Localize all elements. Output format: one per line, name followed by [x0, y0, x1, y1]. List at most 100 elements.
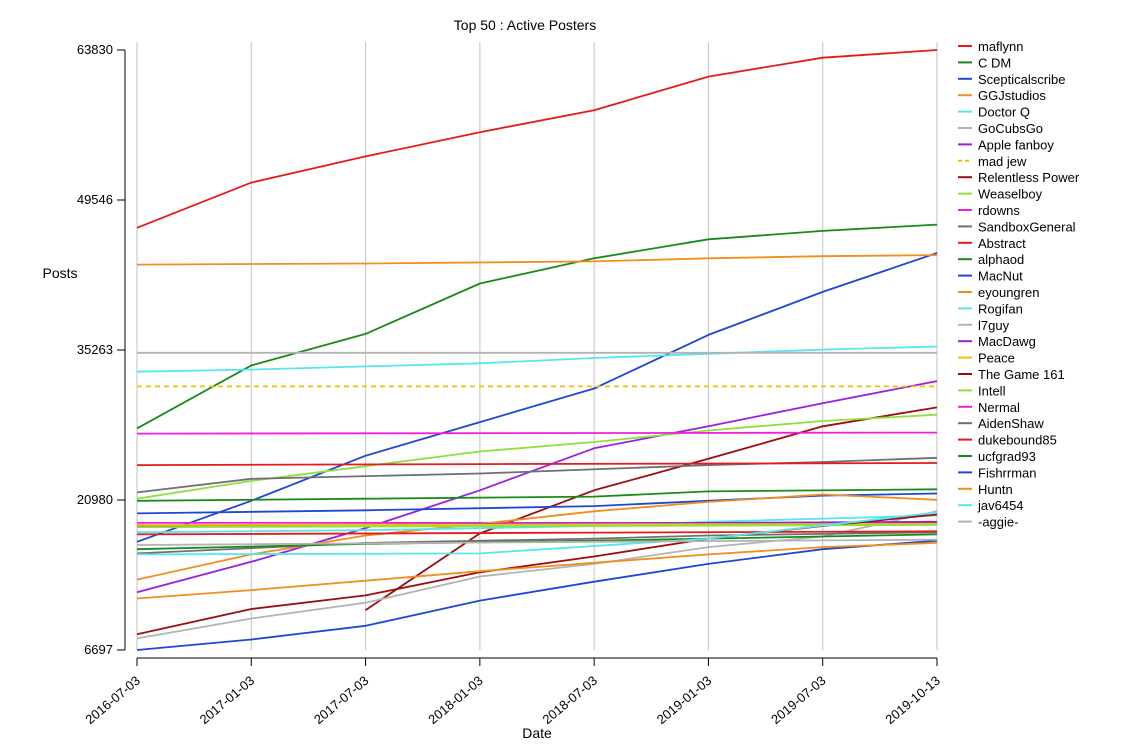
- legend-label: Intell: [978, 383, 1006, 398]
- series-line: [136, 533, 938, 551]
- series-line: [136, 462, 938, 467]
- chart-title: Top 50 : Active Posters: [454, 17, 596, 33]
- series-line: [136, 493, 938, 581]
- legend-item: ucfgrad93: [958, 449, 1036, 464]
- legend-item: GGJstudios: [958, 88, 1046, 103]
- legend-item: Huntn: [958, 482, 1013, 497]
- series-line: [136, 254, 938, 266]
- legend-label: mad jew: [978, 154, 1027, 169]
- legend-label: maflynn: [978, 39, 1024, 54]
- x-tick-label: 2019-10-13: [882, 673, 943, 727]
- legend-label: dukebound85: [978, 433, 1057, 448]
- x-tick-label: 2019-01-03: [654, 673, 715, 727]
- legend-item: MacDawg: [958, 334, 1036, 349]
- legend-item: mad jew: [958, 154, 1027, 169]
- legend-item: Peace: [958, 351, 1015, 366]
- legend-label: MacNut: [978, 269, 1023, 284]
- legend-label: rdowns: [978, 203, 1020, 218]
- legend-item: dukebound85: [958, 433, 1057, 448]
- x-tick-label: 2018-01-03: [425, 673, 486, 727]
- series-line: [136, 431, 938, 435]
- series-line: [136, 345, 938, 373]
- legend-label: GGJstudios: [978, 88, 1046, 103]
- legend-label: alphaod: [978, 252, 1024, 267]
- x-tick-label: 2016-07-03: [82, 673, 143, 727]
- x-axis-label: Date: [522, 725, 552, 741]
- series-line: [136, 542, 938, 600]
- legend-item: C DM: [958, 55, 1011, 70]
- legend-item: alphaod: [958, 252, 1024, 267]
- plot-series: [136, 49, 938, 651]
- series-line: [136, 523, 938, 526]
- legend-item: l7guy: [958, 318, 1010, 333]
- series-line: [136, 380, 938, 594]
- legend-label: Nermal: [978, 400, 1020, 415]
- legend-label: -aggie-: [978, 515, 1018, 530]
- legend-item: Scepticalscribe: [958, 72, 1065, 87]
- legend-item: Doctor Q: [958, 105, 1030, 120]
- legend-item: Relentless Power: [958, 170, 1080, 185]
- y-tick-label: 63830: [77, 42, 113, 57]
- legend-label: jav6454: [977, 498, 1024, 513]
- legend-item: jav6454: [958, 498, 1024, 513]
- series-line: [136, 538, 938, 546]
- legend-item: Fishrrman: [958, 465, 1037, 480]
- series-line: [136, 510, 938, 640]
- legend-label: Fishrrman: [978, 465, 1037, 480]
- legend-item: Abstract: [958, 236, 1026, 251]
- series-line: [136, 524, 938, 528]
- x-tick-label: 2018-07-03: [539, 673, 600, 727]
- series-line: [365, 406, 938, 611]
- legend-item: rdowns: [958, 203, 1020, 218]
- y-tick-label: 35263: [77, 342, 113, 357]
- legend-label: The Game 161: [978, 367, 1065, 382]
- legend-item: -aggie-: [958, 515, 1018, 530]
- legend-item: Rogifan: [958, 301, 1023, 316]
- legend-item: MacNut: [958, 269, 1023, 284]
- legend-label: AidenShaw: [978, 416, 1044, 431]
- series-line: [136, 252, 938, 543]
- legend-label: eyoungren: [978, 285, 1039, 300]
- legend-label: Apple fanboy: [978, 137, 1054, 152]
- legend-item: The Game 161: [958, 367, 1065, 382]
- legend-item: Weaselboy: [958, 187, 1043, 202]
- series-line: [136, 539, 938, 651]
- series-line: [136, 511, 938, 556]
- series-line: [136, 223, 938, 430]
- legend-label: SandboxGeneral: [978, 219, 1076, 234]
- series-line: [136, 456, 938, 494]
- legend-label: Peace: [978, 351, 1015, 366]
- legend-label: Doctor Q: [978, 105, 1030, 120]
- legend-label: ucfgrad93: [978, 449, 1036, 464]
- legend-label: C DM: [978, 55, 1011, 70]
- legend-label: Scepticalscribe: [978, 72, 1065, 87]
- legend-item: AidenShaw: [958, 416, 1044, 431]
- legend-label: Rogifan: [978, 301, 1023, 316]
- y-tick-label: 49546: [77, 192, 113, 207]
- series-line: [136, 49, 938, 229]
- legend-label: l7guy: [978, 318, 1010, 333]
- legend-label: Abstract: [978, 236, 1026, 251]
- legend-label: Huntn: [978, 482, 1013, 497]
- legend-label: Weaselboy: [978, 187, 1043, 202]
- legend-item: Intell: [958, 383, 1006, 398]
- y-axis-label: Posts: [42, 265, 77, 281]
- legend-item: Apple fanboy: [958, 137, 1054, 152]
- series-line: [136, 530, 938, 536]
- x-tick-label: 2017-01-03: [197, 673, 258, 727]
- series-line: [136, 488, 938, 502]
- y-tick-label: 6697: [84, 642, 113, 657]
- legend-item: Nermal: [958, 400, 1020, 415]
- legend-label: Relentless Power: [978, 170, 1080, 185]
- legend-item: eyoungren: [958, 285, 1039, 300]
- legend-label: MacDawg: [978, 334, 1036, 349]
- legend-label: GoCubsGo: [978, 121, 1043, 136]
- legend-item: maflynn: [958, 39, 1024, 54]
- y-tick-label: 20980: [77, 492, 113, 507]
- legend-item: SandboxGeneral: [958, 219, 1076, 234]
- x-tick-label: 2019-07-03: [768, 673, 829, 727]
- legend-item: GoCubsGo: [958, 121, 1043, 136]
